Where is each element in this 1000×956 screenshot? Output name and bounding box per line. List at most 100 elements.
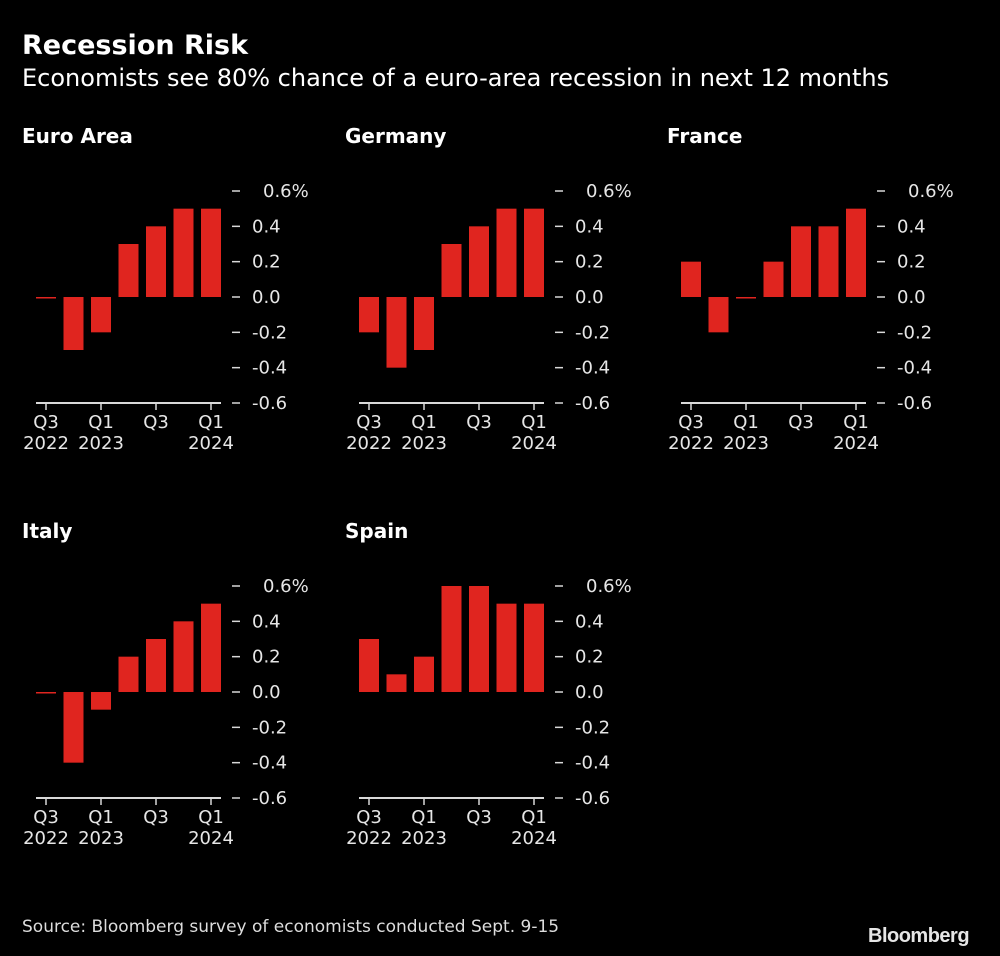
x-tick-label: Q3 [33, 412, 59, 433]
x-tick-label: 2023 [78, 433, 124, 454]
bar [36, 692, 56, 694]
panel-title: France [667, 124, 742, 148]
y-tick-label: 0.2 [575, 252, 604, 273]
x-tick-label: Q1 [411, 412, 437, 433]
bar [63, 692, 84, 763]
y-tick-label: 0.4 [575, 611, 604, 632]
x-tick-label: Q1 [88, 412, 114, 433]
x-tick-label: 2022 [668, 433, 714, 454]
y-tick-label: -0.4 [897, 358, 932, 379]
bar [469, 226, 489, 297]
x-tick-label: Q3 [466, 412, 492, 433]
chart-title: Recession Risk [22, 30, 249, 61]
y-tick-label: -0.4 [252, 358, 287, 379]
bar [469, 586, 489, 692]
y-tick-label: 0.0 [575, 287, 604, 308]
panel-spain: Spain0.6%0.40.20.0-0.2-0.4-0.6Q32022Q120… [345, 519, 632, 849]
bar [359, 297, 379, 333]
x-tick-label: Q3 [678, 412, 704, 433]
x-tick-label: 2022 [23, 828, 69, 849]
y-tick-label: -0.4 [575, 753, 610, 774]
x-tick-label: Q3 [33, 807, 59, 828]
bar [201, 603, 221, 692]
panel-euro-area: Euro Area0.6%0.40.20.0-0.2-0.4-0.6Q32022… [22, 124, 309, 454]
x-tick-label: Q1 [198, 412, 224, 433]
source-note: Source: Bloomberg survey of economists c… [22, 917, 560, 937]
y-tick-label: -0.2 [252, 322, 287, 343]
y-tick-label: -0.2 [575, 322, 610, 343]
bar [414, 656, 434, 692]
x-tick-label: 2023 [401, 828, 447, 849]
y-tick-label: 0.6% [263, 576, 309, 597]
y-tick-label: -0.6 [575, 788, 610, 809]
y-tick-label: -0.2 [897, 322, 932, 343]
panel-title: Euro Area [22, 124, 133, 148]
bar [173, 208, 194, 297]
bar [201, 208, 221, 297]
x-tick-label: 2024 [833, 433, 879, 454]
panel-title: Italy [22, 519, 72, 543]
x-tick-label: 2023 [78, 828, 124, 849]
y-tick-label: 0.4 [575, 216, 604, 237]
x-tick-label: 2022 [23, 433, 69, 454]
x-tick-label: 2022 [346, 828, 392, 849]
bar [386, 674, 407, 692]
bar [146, 639, 166, 692]
y-tick-label: 0.2 [897, 252, 926, 273]
y-tick-label: 0.6% [586, 181, 632, 202]
bar [63, 297, 84, 350]
bar [386, 297, 407, 368]
x-tick-label: Q3 [356, 807, 382, 828]
x-tick-label: 2024 [188, 828, 234, 849]
panel-france: France0.6%0.40.20.0-0.2-0.4-0.6Q32022Q12… [667, 124, 954, 454]
x-tick-label: Q1 [733, 412, 759, 433]
y-tick-label: -0.2 [575, 717, 610, 738]
bar [524, 208, 544, 297]
bloomberg-logo: Bloomberg [868, 925, 970, 947]
y-tick-label: -0.6 [252, 788, 287, 809]
x-tick-label: Q1 [843, 412, 869, 433]
x-tick-label: Q3 [788, 412, 814, 433]
x-tick-label: 2024 [188, 433, 234, 454]
y-tick-label: 0.2 [575, 647, 604, 668]
bar [91, 692, 111, 710]
x-tick-label: Q1 [198, 807, 224, 828]
y-tick-label: 0.0 [252, 287, 281, 308]
bar [496, 208, 517, 297]
x-tick-label: Q1 [521, 412, 547, 433]
panel-italy: Italy0.6%0.40.20.0-0.2-0.4-0.6Q32022Q120… [22, 519, 309, 849]
y-tick-label: 0.2 [252, 647, 281, 668]
x-tick-label: 2024 [511, 828, 557, 849]
x-tick-label: 2024 [511, 433, 557, 454]
y-tick-label: -0.6 [252, 393, 287, 414]
y-tick-label: 0.0 [575, 682, 604, 703]
bar [763, 261, 784, 297]
y-tick-label: 0.0 [252, 682, 281, 703]
x-tick-label: 2023 [723, 433, 769, 454]
bar [36, 297, 56, 299]
x-tick-label: Q3 [143, 807, 169, 828]
y-tick-label: 0.4 [252, 611, 281, 632]
y-tick-label: -0.6 [575, 393, 610, 414]
bar [818, 226, 839, 297]
y-tick-label: -0.4 [252, 753, 287, 774]
y-tick-label: 0.0 [897, 287, 926, 308]
x-tick-label: 2022 [346, 433, 392, 454]
bar [441, 586, 462, 692]
bar [91, 297, 111, 333]
bar [118, 656, 139, 692]
x-tick-label: Q1 [88, 807, 114, 828]
x-tick-label: Q3 [356, 412, 382, 433]
x-tick-label: Q1 [521, 807, 547, 828]
bar [708, 297, 729, 333]
bar [681, 261, 701, 297]
chart-subtitle: Economists see 80% chance of a euro-area… [22, 64, 890, 92]
x-tick-label: Q3 [143, 412, 169, 433]
x-tick-label: Q3 [466, 807, 492, 828]
bar [118, 244, 139, 297]
y-tick-label: -0.2 [252, 717, 287, 738]
bar [146, 226, 166, 297]
x-tick-label: 2023 [401, 433, 447, 454]
bar [496, 603, 517, 692]
